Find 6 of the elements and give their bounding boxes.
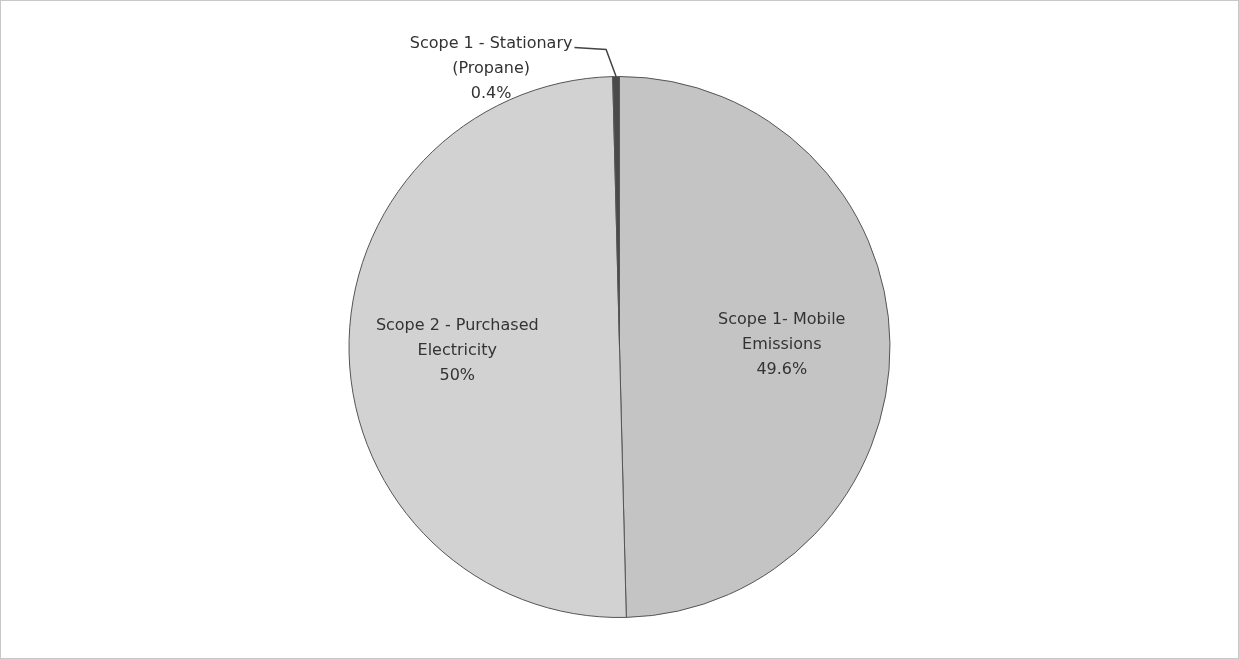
data-label: 50% bbox=[439, 365, 476, 385]
slice-label: Scope 2 - Purchased Electricity bbox=[375, 315, 539, 360]
data-label: 0.4% bbox=[470, 82, 512, 102]
slice-label: Scope 1 - Stationary (Propane) bbox=[409, 32, 573, 77]
data-label: 49.6% bbox=[756, 359, 808, 379]
slice-label: Scope 1- Mobile Emissions bbox=[718, 309, 846, 354]
